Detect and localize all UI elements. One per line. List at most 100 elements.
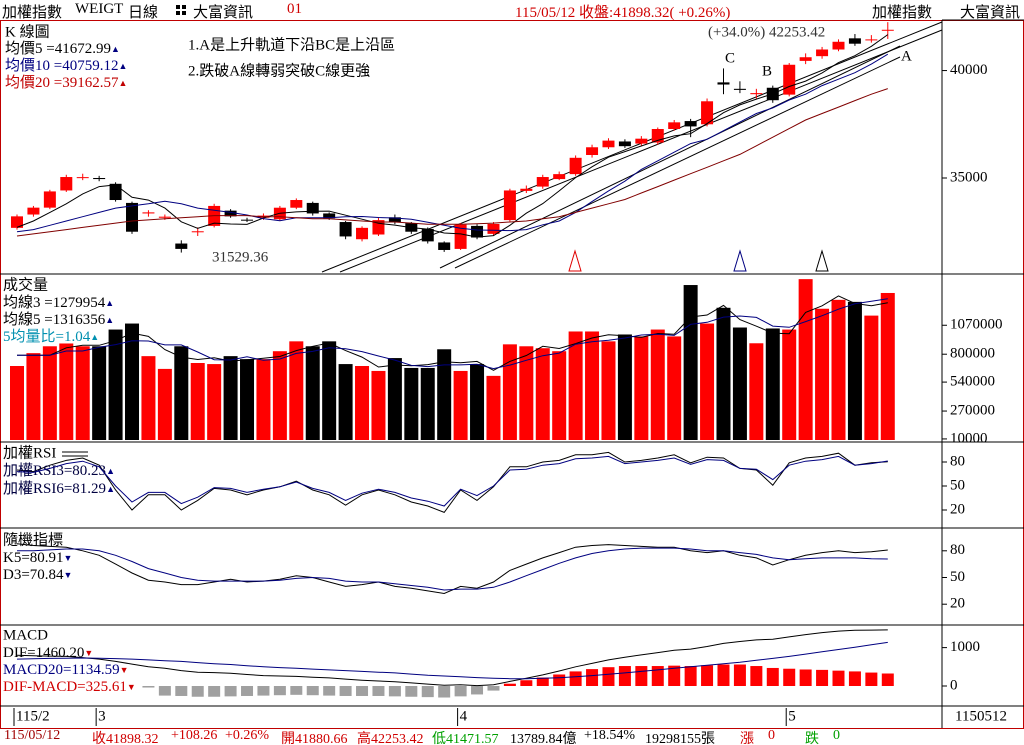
volume-bar: [92, 346, 107, 440]
histogram-bar: [208, 685, 221, 697]
histogram-bar: [881, 673, 894, 686]
status-text: 低41471.57: [432, 732, 499, 745]
volume-bar: [355, 366, 370, 440]
histogram-bar: [257, 685, 270, 696]
candle-body: [586, 147, 599, 156]
volume-bar: [486, 375, 501, 440]
volume-bar: [371, 370, 386, 440]
panel: K 線圖 40000 35000 1.A是上升軌道下沿BC是上沿區 2.跌破A線轉弱突破…: [5, 22, 988, 265]
candle-body: [27, 207, 40, 215]
candle-body: [421, 228, 434, 242]
header-text: WEIGT: [75, 1, 124, 17]
volume-bar: [404, 367, 419, 440]
y-tick-label: 1000: [950, 639, 980, 655]
series-line: [16, 34, 889, 238]
volume-bar: [568, 331, 583, 440]
candle-body: [487, 223, 500, 234]
legend-marker: ▼: [64, 553, 73, 563]
histogram-bar: [158, 685, 171, 696]
annotation: 2.跌破A線轉弱突破C線更強: [188, 62, 370, 79]
histogram-bar: [586, 669, 599, 686]
volume-bar: [59, 343, 74, 440]
histogram-bar: [191, 685, 204, 697]
candle-body: [191, 231, 204, 233]
volume-bar: [289, 341, 304, 440]
legend-marker: ▲: [105, 315, 114, 325]
status-text: 收41898.32: [92, 732, 159, 745]
candle-body: [668, 122, 681, 130]
volume-bar: [157, 368, 172, 440]
volume-bar: [880, 292, 895, 440]
histogram-bar: [832, 670, 845, 686]
candle-body: [832, 41, 845, 50]
legend-entry: DIF=1460.20▼: [3, 645, 93, 661]
volume-bar: [437, 349, 452, 440]
header-text: 加權指數: [2, 5, 63, 21]
y-tick-label: 800000: [950, 346, 995, 362]
icon-cell: [182, 11, 186, 15]
volume-bar: [207, 364, 222, 440]
volume-bar: [26, 353, 41, 440]
legend-entry: D3=70.84▼: [3, 567, 72, 583]
y-tick-label: 80: [950, 542, 965, 558]
candle-body: [881, 29, 894, 31]
legend-entry: 加權RSI3=80.23▲: [3, 462, 115, 479]
candle-body: [290, 200, 303, 208]
volume-bar: [831, 299, 846, 440]
panel-borders: [0, 19, 1024, 728]
signal-triangles: [568, 249, 829, 272]
candle-body: [142, 212, 155, 214]
volume-bar: [420, 367, 435, 440]
volume-bar: [601, 341, 616, 440]
histogram-bar: [306, 685, 319, 696]
volume-bar: [240, 359, 255, 440]
legend-marker: ▲: [106, 466, 115, 476]
histogram-bar: [635, 666, 648, 686]
menu-icon: [176, 5, 186, 15]
y-tick-label: 40000: [950, 62, 988, 78]
candle-body: [750, 93, 763, 95]
volume-bar: [716, 307, 731, 440]
candle-body: [126, 202, 139, 232]
candle-body: [438, 242, 451, 250]
volume-bar: [535, 348, 550, 440]
candle-body: [816, 49, 829, 57]
volume-bar: [700, 323, 715, 440]
volume-bar: [782, 329, 797, 440]
volume-bar: [108, 329, 123, 440]
line-label: A: [901, 48, 912, 64]
legend-label: 加權RSI6=81.29: [3, 480, 106, 497]
candle-body: [356, 227, 369, 240]
legend-marker: ▲: [106, 484, 115, 494]
legend-marker: ▲: [111, 44, 120, 54]
candle-body: [76, 177, 89, 179]
legend-label: 均線3 =1279954: [3, 294, 106, 311]
legend-label: DIF-MACD=325.61: [3, 679, 127, 695]
volume-bar: [815, 308, 830, 440]
series-line: [16, 53, 889, 233]
volume-bar: [125, 323, 140, 440]
candle-body: [43, 191, 56, 208]
histogram-bar: [520, 680, 533, 686]
candle-body: [471, 225, 484, 238]
legend-entry: 均線3 =1279954▲: [3, 294, 114, 311]
legend-entry: 均價10 =40759.12▲: [5, 57, 127, 74]
volume-bar: [338, 364, 353, 440]
annotation: 1.A是上升軌道下沿BC是上沿區: [188, 36, 395, 53]
line-label: C: [725, 50, 735, 66]
legend-label: D3=70.84: [3, 567, 64, 583]
volume-bar: [667, 336, 682, 440]
volume-bar: [749, 343, 764, 440]
y-tick-label: 10000: [950, 430, 988, 446]
high-label: (+34.0%) 42253.42: [708, 24, 825, 40]
icon-cell: [182, 5, 186, 9]
candle-body: [717, 82, 730, 85]
volume-bar: [732, 327, 747, 440]
candle-body: [553, 174, 566, 180]
histogram-bar: [602, 667, 615, 686]
histogram-bar: [553, 674, 566, 686]
legend-label: 5均量比=1.04: [3, 328, 91, 345]
histogram-bar: [241, 685, 254, 696]
histogram-bar: [668, 665, 681, 686]
